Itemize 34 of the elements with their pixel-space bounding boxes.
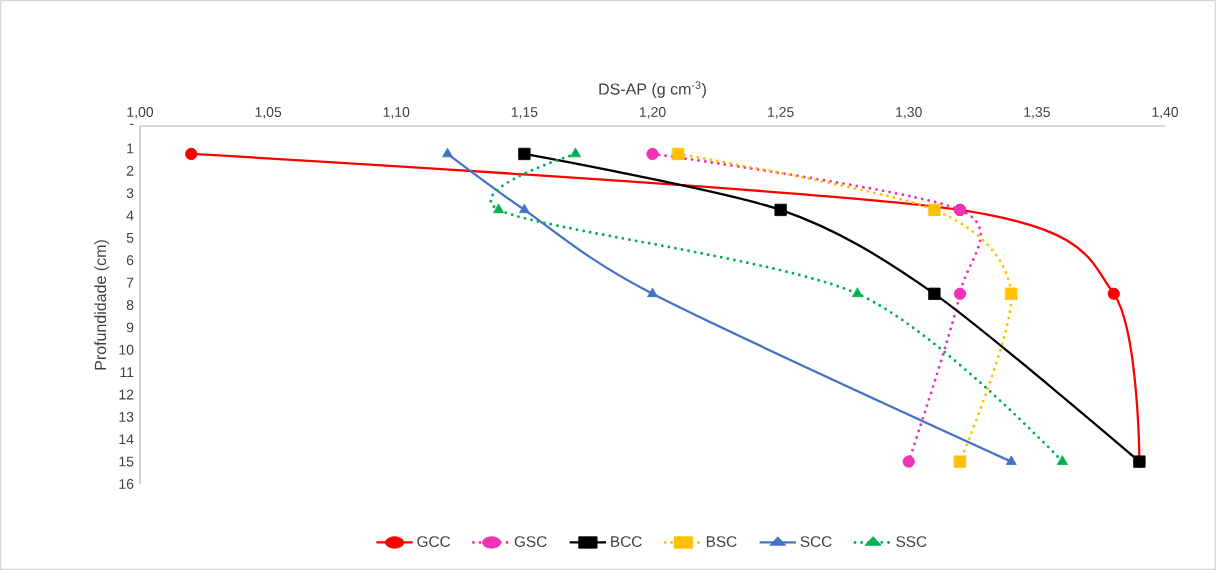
x-tick-label: 1,15 xyxy=(511,107,538,119)
y-tick-label: 6 xyxy=(126,255,134,266)
y-tick-label: 12 xyxy=(119,389,134,400)
x-tick-label: 1,25 xyxy=(768,107,794,119)
legend-label: GSC xyxy=(514,536,547,547)
legend-label: BSC xyxy=(706,536,737,547)
legend-label: BCC xyxy=(611,536,642,547)
y-tick-label: 2 xyxy=(126,165,134,176)
x-tick-label: 1,20 xyxy=(639,107,666,119)
y-tick-label: - xyxy=(129,123,134,125)
y-tick-label: 11 xyxy=(120,367,134,377)
y-tick-label: 14 xyxy=(119,434,134,445)
x-tick-label: 1,00 xyxy=(127,107,154,119)
x-tick-label: 1,30 xyxy=(896,107,922,119)
y-tick-label: 9 xyxy=(126,322,134,333)
x-axis-title: DS-AP (g cm$^{-3}$) xyxy=(599,81,706,98)
y-tick-label: 4 xyxy=(126,210,134,221)
y-tick-label: 10 xyxy=(119,344,134,355)
legend-label: GCC xyxy=(417,536,451,547)
x-tick-label: 1,10 xyxy=(383,107,410,119)
y-tick-label: 15 xyxy=(119,456,134,467)
y-axis-title: Profundidade (cm) xyxy=(94,240,110,370)
y-tick-label: 5 xyxy=(126,233,134,243)
y-tick-label: 13 xyxy=(119,411,134,422)
x-tick-label: 1,35 xyxy=(1024,107,1050,119)
legend-label: SCC xyxy=(800,536,832,547)
x-tick-label: 1,40 xyxy=(1152,107,1179,119)
legend-label: SSC xyxy=(896,536,927,547)
y-tick-label: 8 xyxy=(126,300,134,310)
y-tick-label: 7 xyxy=(126,277,134,288)
y-tick-label: 3 xyxy=(126,188,134,199)
y-tick-label: 16 xyxy=(119,479,134,489)
x-tick-label: 1,05 xyxy=(255,107,282,119)
y-tick-label: 1 xyxy=(127,143,134,154)
